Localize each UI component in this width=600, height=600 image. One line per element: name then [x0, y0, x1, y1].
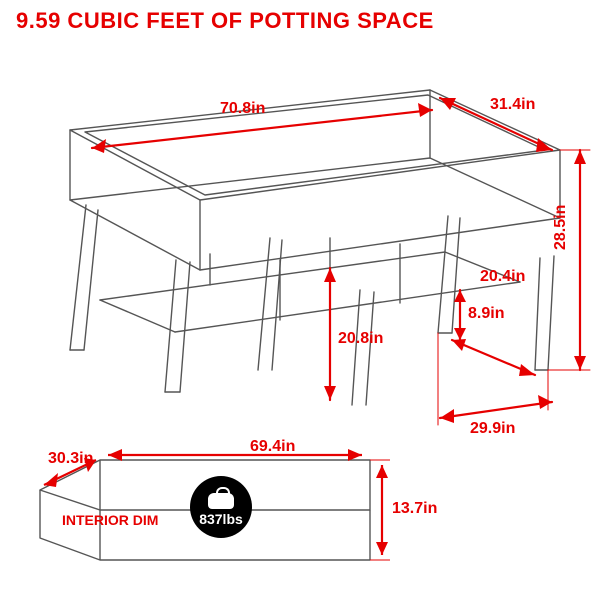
dim-length: 70.8in [220, 100, 265, 118]
weight-icon [208, 487, 234, 509]
planter-diagram [0, 0, 600, 600]
weight-value: 837lbs [199, 511, 243, 527]
interior-dim-label: INTERIOR DIM [62, 512, 158, 528]
dim-foot-depth: 29.9in [470, 420, 515, 438]
dim-leg-clearance: 8.9in [468, 305, 504, 323]
interior-dim-width: 30.3in [48, 450, 93, 468]
dim-shelf-height: 20.8in [338, 330, 383, 348]
dim-foot-width: 20.4in [480, 268, 525, 286]
interior-dim-length: 69.4in [250, 438, 295, 456]
dim-height-total: 28.5in [552, 205, 570, 250]
dim-width-top: 31.4in [490, 96, 535, 114]
interior-dim-depth: 13.7in [392, 500, 437, 518]
weight-badge: 837lbs [190, 476, 252, 538]
